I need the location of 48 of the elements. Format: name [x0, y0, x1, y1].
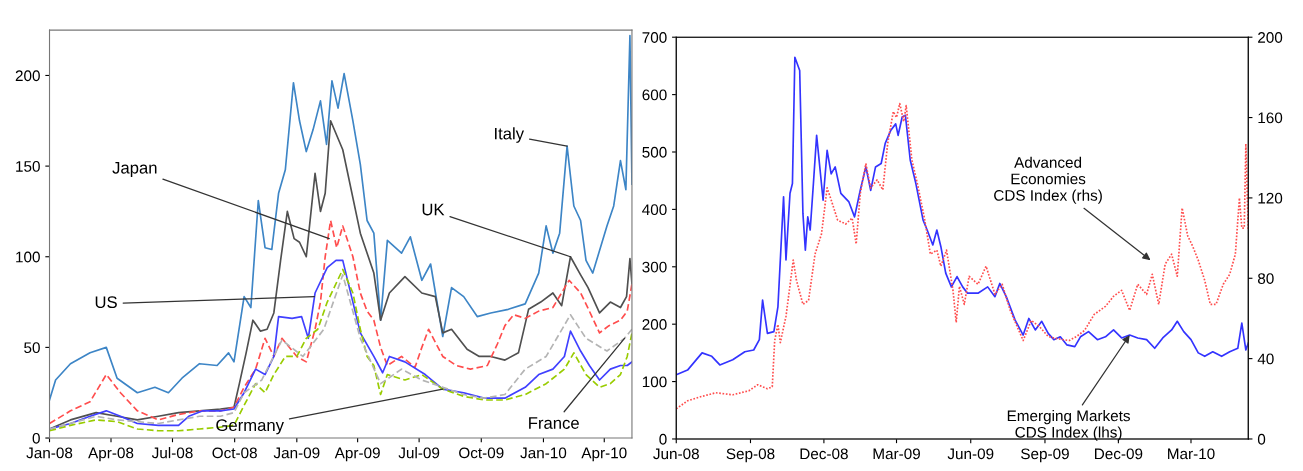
y2-tick-label: 200	[1258, 32, 1283, 43]
x-tick-label: Jul-09	[398, 447, 440, 459]
x-tick-label: Apr-09	[334, 447, 380, 462]
y-tick-label: 400	[642, 204, 667, 216]
annotation: Advanced Economies CDS Index (rhs)	[994, 156, 1102, 204]
y-tick-label: 300	[642, 261, 667, 273]
x-tick-label: Apr-08	[88, 447, 134, 462]
annotation: France	[529, 417, 579, 429]
x-tick-label: Jun-09	[947, 448, 994, 460]
y-tick-label: 200	[15, 70, 40, 82]
y-tick-label: 50	[24, 342, 40, 354]
x-tick-label: Apr-10	[581, 447, 627, 462]
x-tick-label: Mar-09	[873, 448, 920, 460]
y2-tick-label: 0	[1257, 433, 1266, 445]
line-series	[676, 102, 1249, 410]
annotation: Italy	[495, 127, 525, 143]
x-tick-label: Jan-10	[520, 447, 567, 459]
line-series	[676, 56, 1249, 376]
y-tick-label: 700	[642, 32, 667, 43]
x-tick-label: Sep-08	[726, 448, 775, 463]
y-tick-label: 100	[16, 251, 40, 263]
x-tick-label: Oct-09	[459, 447, 504, 459]
y-tick-label: 200	[642, 319, 667, 330]
y2-tick-label: 40	[1257, 353, 1274, 365]
line-series	[49, 34, 632, 401]
y-tick-label: 600	[642, 89, 667, 101]
annotation: US	[95, 296, 117, 309]
y-tick-label: 0	[32, 432, 40, 444]
y2-tick-label: 160	[1258, 112, 1283, 124]
annotation: Emerging Markets CDS Index (lhs)	[1007, 410, 1130, 441]
x-tick-label: Jul-08	[151, 447, 193, 459]
annotation: Germany	[216, 419, 284, 435]
y-tick-label: 100	[642, 376, 667, 388]
y2-tick-label: 120	[1258, 192, 1283, 204]
x-tick-label: Jan-08	[26, 447, 73, 459]
x-tick-label: Jun-08	[653, 448, 699, 460]
y-tick-label: 0	[659, 433, 667, 445]
y-tick-label: 500	[642, 146, 667, 158]
annotation: Japan	[112, 162, 157, 177]
x-tick-label: Sep-09	[1021, 448, 1069, 463]
x-tick-label: Dec-09	[1095, 448, 1143, 460]
x-tick-label: Dec-08	[800, 448, 848, 460]
x-tick-label: Oct-08	[212, 447, 257, 459]
x-tick-label: Jan-09	[273, 447, 320, 459]
annotation: UK	[422, 203, 445, 216]
y2-tick-label: 80	[1257, 273, 1274, 284]
x-tick-label: Mar-10	[1168, 448, 1215, 460]
y-tick-label: 150	[16, 160, 40, 172]
